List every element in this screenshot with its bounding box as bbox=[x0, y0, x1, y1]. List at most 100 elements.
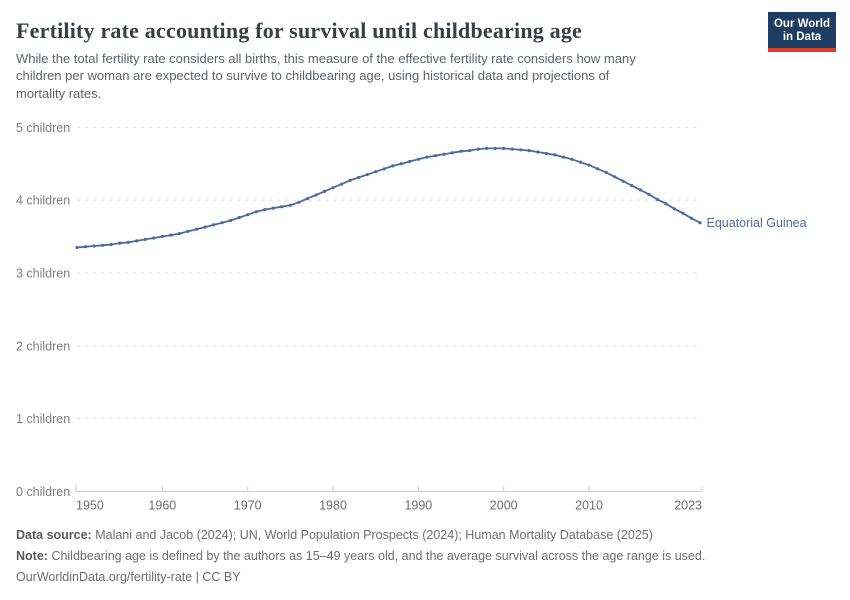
data-point bbox=[101, 243, 105, 247]
data-point bbox=[83, 245, 88, 249]
data-point bbox=[211, 223, 216, 227]
y-tick-label: 2 children bbox=[16, 339, 70, 353]
data-point bbox=[570, 157, 574, 161]
data-point bbox=[621, 179, 625, 183]
owid-logo-line2: in Data bbox=[782, 31, 822, 43]
data-point bbox=[75, 245, 79, 250]
data-point bbox=[399, 162, 403, 166]
data-point bbox=[254, 210, 258, 214]
data-point bbox=[288, 203, 292, 207]
chart-footer: Data source: Malani and Jacob (2024); UN… bbox=[16, 525, 816, 588]
data-point bbox=[408, 159, 412, 164]
note-text: Childbearing age is defined by the autho… bbox=[47, 549, 706, 563]
data-point bbox=[143, 237, 147, 241]
data-point bbox=[638, 188, 642, 192]
data-point bbox=[476, 147, 480, 151]
data-point bbox=[382, 167, 386, 171]
data-point bbox=[237, 216, 241, 220]
data-point bbox=[433, 154, 437, 158]
data-point bbox=[493, 146, 497, 150]
data-point bbox=[194, 227, 199, 231]
data-line-equatorial-guinea bbox=[76, 147, 701, 249]
x-axis-labels: 1950 1960 1970 1980 1990 2000 2010 2023 bbox=[76, 499, 702, 513]
data-point bbox=[246, 213, 250, 217]
data-point bbox=[263, 208, 267, 212]
x-tick-label: 1950 bbox=[76, 499, 104, 513]
data-point bbox=[169, 233, 173, 237]
data-point bbox=[672, 207, 677, 211]
data-point bbox=[314, 193, 318, 197]
data-point bbox=[331, 186, 335, 190]
data-point bbox=[297, 200, 301, 204]
data-point bbox=[135, 239, 139, 243]
data-point bbox=[536, 150, 540, 154]
data-point bbox=[561, 155, 566, 159]
note-label: Note: bbox=[16, 549, 48, 563]
data-point bbox=[416, 157, 420, 161]
y-tick-label: 4 children bbox=[16, 194, 70, 208]
data-point bbox=[698, 221, 702, 225]
data-point bbox=[681, 211, 685, 215]
data-point bbox=[322, 189, 327, 193]
data-point bbox=[442, 152, 446, 156]
data-point bbox=[544, 151, 549, 156]
data-point bbox=[229, 218, 233, 223]
data-point bbox=[391, 164, 395, 168]
y-tick-label: 1 children bbox=[16, 412, 70, 426]
x-tick-label: 1970 bbox=[234, 499, 262, 513]
data-point bbox=[126, 240, 130, 244]
data-point bbox=[305, 197, 309, 201]
data-point bbox=[596, 167, 600, 171]
data-point bbox=[647, 192, 651, 196]
data-point bbox=[186, 229, 190, 233]
data-point bbox=[459, 149, 463, 153]
data-point bbox=[220, 221, 224, 225]
data-point bbox=[118, 241, 122, 245]
x-tick-label: 1980 bbox=[319, 499, 347, 513]
y-tick-label: 0 children bbox=[16, 485, 70, 499]
data-point bbox=[468, 149, 472, 153]
data-point bbox=[664, 202, 668, 206]
y-tick-label: 3 children bbox=[16, 266, 70, 280]
x-tick-label: 2010 bbox=[575, 499, 603, 513]
data-point bbox=[527, 149, 531, 153]
data-point bbox=[510, 147, 514, 151]
data-point bbox=[152, 236, 156, 240]
data-point bbox=[425, 155, 429, 159]
y-axis-labels: 0 children 1 children 2 children 3 children… bbox=[16, 121, 70, 499]
subtitle-line-2: children per woman are expected to survi… bbox=[16, 68, 610, 84]
owid-logo-line1: Our World bbox=[773, 18, 830, 30]
data-point bbox=[578, 160, 583, 164]
data-point bbox=[340, 182, 344, 186]
license-line: OurWorldinData.org/fertility-rate | CC B… bbox=[16, 570, 241, 584]
x-tick-label: 1960 bbox=[148, 499, 176, 513]
data-source-text: Malani and Jacob (2024); UN, World Popul… bbox=[91, 528, 653, 542]
data-point bbox=[613, 175, 617, 179]
data-point bbox=[357, 175, 361, 180]
data-point bbox=[604, 170, 608, 174]
page-title: Fertility rate accounting for survival u… bbox=[16, 18, 583, 43]
data-point bbox=[92, 244, 96, 248]
data-point bbox=[348, 178, 352, 182]
data-point bbox=[689, 216, 694, 220]
data-point bbox=[160, 234, 164, 239]
x-tick-label: 2023 bbox=[674, 499, 702, 513]
data-point bbox=[374, 170, 378, 174]
data-point bbox=[553, 153, 557, 157]
owid-logo: Our World in Data bbox=[768, 12, 836, 52]
data-point bbox=[485, 146, 489, 150]
data-point bbox=[655, 197, 659, 201]
data-point bbox=[450, 151, 455, 155]
subtitle-line-1: While the total fertility rate considers… bbox=[16, 51, 636, 66]
subtitle-line-3: mortality rates. bbox=[16, 85, 102, 101]
data-points bbox=[75, 146, 702, 250]
data-point bbox=[203, 225, 207, 229]
x-tick-label: 1990 bbox=[404, 499, 432, 513]
data-point bbox=[502, 146, 506, 150]
data-point bbox=[630, 183, 634, 188]
data-source-line: Data source: Malani and Jacob (2024); UN… bbox=[16, 525, 816, 546]
data-point bbox=[280, 205, 284, 209]
x-axis bbox=[75, 484, 703, 492]
